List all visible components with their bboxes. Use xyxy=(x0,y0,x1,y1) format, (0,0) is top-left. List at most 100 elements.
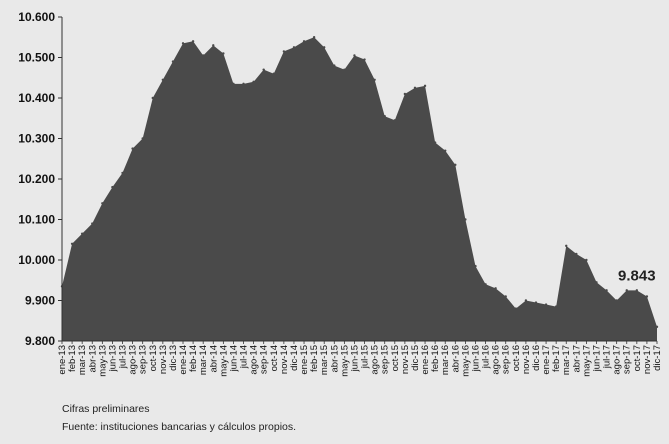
data-point-sep-17 xyxy=(625,289,628,292)
data-point-ago-13 xyxy=(131,147,134,150)
data-point-ago-15 xyxy=(373,78,376,81)
data-point-ene-15 xyxy=(302,40,306,43)
x-tick-label-may-15: may-15 xyxy=(339,345,350,377)
x-tick-label-dic-13: dic-13 xyxy=(168,345,179,371)
y-tick-label-1: 9.900 xyxy=(25,294,55,308)
y-tick-label-3: 10.100 xyxy=(18,213,55,227)
x-tick-label-dic-14: dic-14 xyxy=(289,345,300,371)
x-tick-label-mar-13: mar-13 xyxy=(77,345,88,375)
data-point-ene-17 xyxy=(544,303,548,306)
note-preliminary: Cifras preliminares xyxy=(62,403,150,415)
data-point-jul-17 xyxy=(605,289,608,292)
x-tick-label-sep-16: sep-16 xyxy=(501,345,512,374)
x-tick-label-abr-16: abr-16 xyxy=(450,345,461,372)
data-point-jul-13 xyxy=(121,171,124,175)
x-tick-label-sep-14: sep-14 xyxy=(259,345,270,374)
data-point-ago-17 xyxy=(615,299,618,302)
data-point-jun-14 xyxy=(232,82,235,86)
y-tick-label-5: 10.300 xyxy=(18,132,55,146)
data-point-oct-14 xyxy=(272,72,275,75)
x-tick-label-dic-17: dic-17 xyxy=(652,345,663,371)
data-point-feb-14 xyxy=(191,40,195,43)
series-area xyxy=(62,37,657,341)
x-tick-label-jul-16: jul-16 xyxy=(481,345,492,369)
x-tick-label-dic-16: dic-16 xyxy=(531,345,542,371)
x-tick-label-abr-17: abr-17 xyxy=(571,345,582,372)
chart-notes: Cifras preliminares Fuente: institucione… xyxy=(62,400,296,436)
x-tick-label-nov-14: nov-14 xyxy=(279,345,290,374)
x-tick-label-ago-14: ago-14 xyxy=(249,345,260,375)
data-point-ene-16 xyxy=(423,84,427,88)
data-point-jun-16 xyxy=(474,264,477,268)
note-source: Fuente: instituciones bancarias y cálcul… xyxy=(62,421,297,433)
data-point-jun-17 xyxy=(595,281,598,284)
y-tick-label-4: 10.200 xyxy=(18,172,55,186)
x-tick-label-sep-15: sep-15 xyxy=(380,345,391,374)
data-point-mar-13 xyxy=(80,232,84,235)
x-tick-label-jul-17: jul-17 xyxy=(602,345,613,369)
data-point-nov-17 xyxy=(645,295,649,298)
x-tick-label-may-14: may-14 xyxy=(218,345,229,377)
y-tick-label-2: 10.000 xyxy=(18,253,55,267)
data-point-mar-16 xyxy=(444,149,447,152)
data-point-jun-15 xyxy=(353,54,356,57)
data-point-oct-16 xyxy=(514,307,518,310)
x-tick-label-jul-15: jul-15 xyxy=(360,345,371,369)
data-point-oct-15 xyxy=(393,119,396,122)
data-point-feb-17 xyxy=(554,305,558,308)
x-tick-label-feb-16: feb-16 xyxy=(430,345,441,372)
x-tick-label-ago-15: ago-15 xyxy=(370,345,381,375)
x-tick-label-feb-13: feb-13 xyxy=(67,345,78,372)
x-tick-label-ago-13: ago-13 xyxy=(128,345,139,375)
x-tick-label-jun-16: jun-16 xyxy=(470,345,481,372)
data-point-feb-15 xyxy=(312,36,316,39)
x-tick-label-oct-13: oct-13 xyxy=(148,345,159,371)
x-tick-label-nov-13: nov-13 xyxy=(158,345,169,374)
data-point-may-13 xyxy=(101,202,104,205)
data-point-jul-14 xyxy=(242,82,245,86)
y-tick-label-6: 10.400 xyxy=(18,91,55,105)
data-point-dic-14 xyxy=(292,46,296,49)
x-tick-label-nov-15: nov-15 xyxy=(400,345,411,374)
data-point-mar-14 xyxy=(201,54,205,57)
data-point-nov-16 xyxy=(524,299,528,302)
x-tick-label-oct-15: oct-15 xyxy=(390,345,401,371)
data-point-may-17 xyxy=(585,258,588,262)
data-point-nov-13 xyxy=(161,78,165,81)
data-point-may-14 xyxy=(222,52,225,55)
x-tick-label-may-13: may-13 xyxy=(97,345,108,377)
data-point-jul-15 xyxy=(363,58,366,61)
x-tick-label-ene-14: ene-14 xyxy=(178,345,189,375)
data-point-feb-16 xyxy=(433,141,437,144)
data-point-sep-16 xyxy=(504,295,507,298)
data-point-ago-16 xyxy=(494,287,497,290)
data-point-abr-15 xyxy=(333,64,336,67)
data-point-ene-14 xyxy=(181,42,185,45)
data-point-nov-15 xyxy=(403,92,407,96)
data-point-may-16 xyxy=(464,218,467,221)
data-point-mar-17 xyxy=(565,244,568,248)
data-point-sep-15 xyxy=(383,115,386,118)
data-point-ago-14 xyxy=(252,80,255,84)
data-point-abr-13 xyxy=(91,222,94,225)
x-tick-label-abr-14: abr-14 xyxy=(208,345,219,372)
x-tick-label-sep-17: sep-17 xyxy=(622,345,633,374)
data-point-jun-13 xyxy=(111,185,114,189)
x-tick-label-may-17: may-17 xyxy=(581,345,592,377)
data-point-abr-14 xyxy=(212,44,215,47)
y-tick-label-8: 10.600 xyxy=(18,10,55,24)
x-tick-label-abr-13: abr-13 xyxy=(87,345,98,372)
annotation-label-0: 9.843 xyxy=(618,267,656,284)
x-tick-label-oct-17: oct-17 xyxy=(632,345,643,371)
x-tick-label-jul-13: jul-13 xyxy=(118,345,129,369)
data-point-oct-13 xyxy=(151,96,154,100)
data-point-abr-16 xyxy=(454,163,457,167)
x-tick-label-ene-17: ene-17 xyxy=(541,345,552,375)
x-tick-label-ene-13: ene-13 xyxy=(57,345,68,375)
data-point-jul-16 xyxy=(484,283,487,286)
x-tick-label-nov-16: nov-16 xyxy=(521,345,532,374)
y-tick-label-0: 9.800 xyxy=(25,334,55,348)
x-tick-label-feb-17: feb-17 xyxy=(551,345,562,372)
x-tick-label-oct-14: oct-14 xyxy=(269,345,280,371)
